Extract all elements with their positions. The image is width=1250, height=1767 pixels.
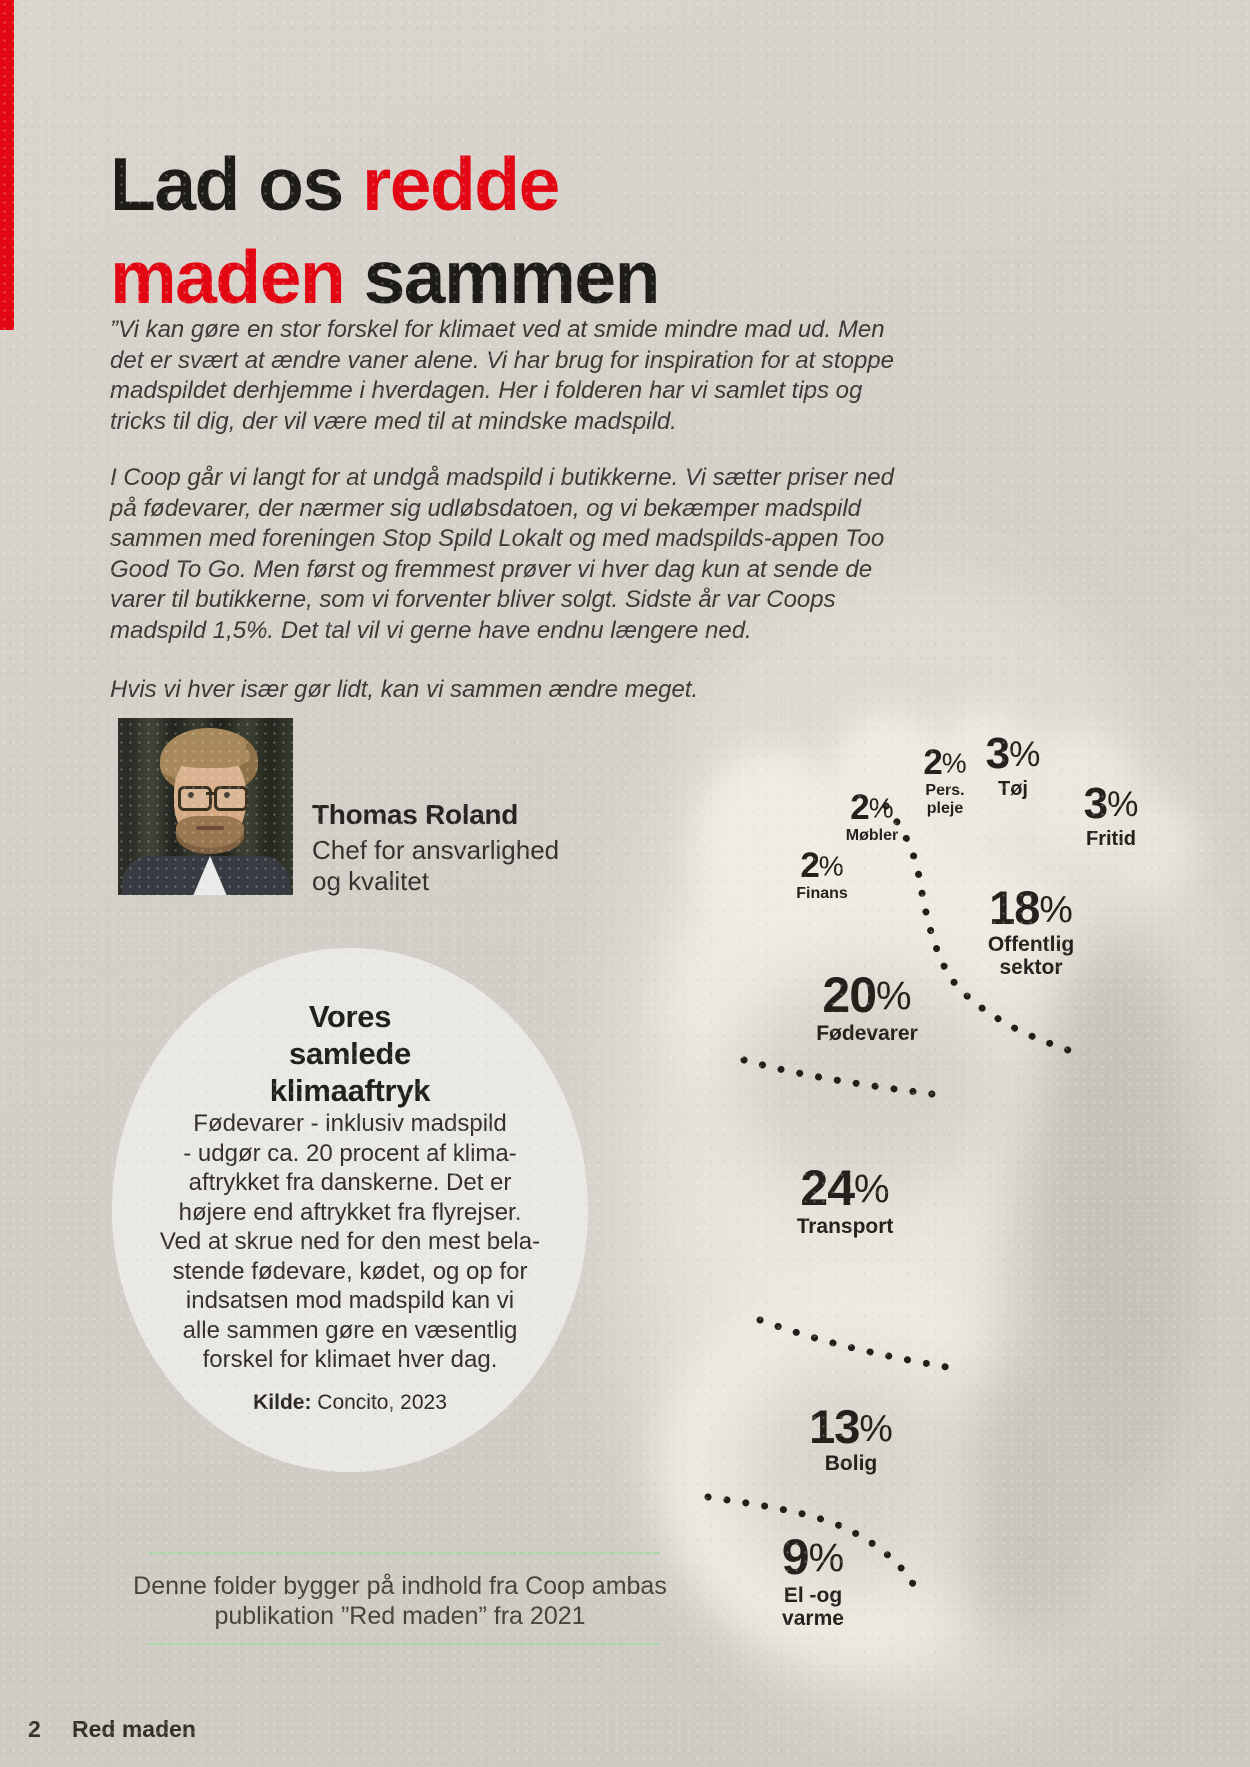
callout-body: Fødevarer - inklusiv madspild - udgør ca… bbox=[159, 1110, 541, 1373]
segment-value: 3 bbox=[1083, 779, 1109, 828]
percent-sign: % bbox=[808, 1536, 845, 1581]
footprint-segment-toej: 3% Tøj bbox=[985, 729, 1041, 801]
footprint-segment-finans: 2% Finans bbox=[796, 848, 848, 903]
footer-brand: Red maden bbox=[72, 1716, 196, 1742]
source-note: Denne folder bygger på indhold fra Coop … bbox=[133, 1572, 667, 1630]
title-part-red2: maden bbox=[110, 235, 346, 320]
percent-sign: % bbox=[1039, 887, 1073, 930]
segment-label: Fødevarer bbox=[816, 1022, 918, 1045]
segment-value: 20 bbox=[822, 967, 877, 1023]
percent-sign: % bbox=[1009, 734, 1041, 774]
footprint-segment-moebler: 2% Møbler bbox=[846, 790, 898, 845]
divider-line-top bbox=[147, 1552, 660, 1554]
footprint-segment-transport: 24% Transport bbox=[797, 1163, 894, 1238]
segment-value: 24 bbox=[800, 1160, 855, 1216]
percent-sign: % bbox=[818, 850, 844, 882]
segment-value: 9 bbox=[781, 1529, 810, 1585]
page-number: 2 bbox=[28, 1716, 41, 1742]
climate-footprint-callout: Vores samlede klimaaftryk Fødevarer - in… bbox=[112, 948, 588, 1472]
eye-left bbox=[188, 792, 194, 798]
title-part-black2: sammen bbox=[344, 235, 661, 320]
title-part-red: redde bbox=[362, 142, 560, 227]
segment-value: 13 bbox=[809, 1400, 860, 1453]
page-title: Lad os redde maden sammen bbox=[110, 138, 661, 324]
segment-label: Fritid bbox=[1086, 828, 1136, 850]
segment-value: 3 bbox=[985, 729, 1011, 778]
glasses-bridge bbox=[206, 792, 215, 795]
spine-accent-bar bbox=[0, 0, 14, 330]
source-value: Concito, 2023 bbox=[311, 1391, 447, 1414]
footprint-segment-fritid: 3% Fritid bbox=[1083, 779, 1139, 851]
person-role: Chef for ansvarlighed og kvalitet bbox=[312, 835, 560, 896]
segment-label: Transport bbox=[796, 1215, 894, 1238]
beard-shape bbox=[176, 816, 244, 854]
segment-label: Pers. pleje bbox=[925, 782, 965, 817]
percent-sign: % bbox=[876, 974, 912, 1019]
intro-quote-paragraph: ”Vi kan gøre en stor forskel for klimaet… bbox=[110, 316, 894, 435]
title-part-black: Lad os bbox=[110, 142, 363, 227]
mouth-shape bbox=[196, 826, 224, 830]
segment-label: Tøj bbox=[998, 778, 1028, 800]
portrait-photo bbox=[118, 718, 293, 895]
segment-value: 2 bbox=[923, 743, 942, 782]
footprint-segment-el-og-varme: 9% El -og varme bbox=[782, 1532, 844, 1630]
person-name: Thomas Roland bbox=[312, 799, 519, 830]
callout-source: Kilde: Concito, 2023 bbox=[112, 1391, 588, 1415]
source-label: Kilde: bbox=[253, 1391, 312, 1414]
coop-paragraph: I Coop går vi langt for at undgå madspil… bbox=[110, 464, 894, 644]
percent-sign: % bbox=[859, 1406, 893, 1449]
footprint-segment-offentlig-sektor: 18% Offentlig sektor bbox=[988, 884, 1074, 979]
percent-sign: % bbox=[868, 792, 894, 824]
segment-value: 18 bbox=[989, 881, 1040, 934]
segment-label: Møbler bbox=[845, 827, 899, 844]
footprint-segment-pers-pleje: 2% Pers. pleje bbox=[923, 745, 966, 817]
hair-fringe-shape bbox=[170, 742, 250, 768]
closing-paragraph: Hvis vi hver især gør lidt, kan vi samme… bbox=[110, 676, 699, 703]
divider-line-bottom bbox=[147, 1643, 660, 1645]
segment-label: Bolig bbox=[824, 1452, 878, 1475]
glasses-right-lens bbox=[214, 786, 248, 811]
percent-sign: % bbox=[1107, 784, 1139, 824]
footprint-segment-foedevarer: 20% Fødevarer bbox=[816, 970, 918, 1045]
eye-right bbox=[224, 792, 230, 798]
glasses-left-lens bbox=[178, 786, 212, 811]
footprint-segment-bolig: 13% Bolig bbox=[809, 1403, 893, 1475]
callout-title: Vores samlede klimaaftryk bbox=[269, 999, 431, 1108]
percent-sign: % bbox=[941, 747, 967, 779]
segment-value: 2 bbox=[800, 846, 819, 885]
segment-label: El -og varme bbox=[782, 1584, 844, 1631]
segment-value: 2 bbox=[850, 788, 869, 827]
segment-label: Offentlig sektor bbox=[987, 933, 1075, 980]
segment-label: Finans bbox=[796, 885, 848, 902]
percent-sign: % bbox=[854, 1167, 890, 1212]
